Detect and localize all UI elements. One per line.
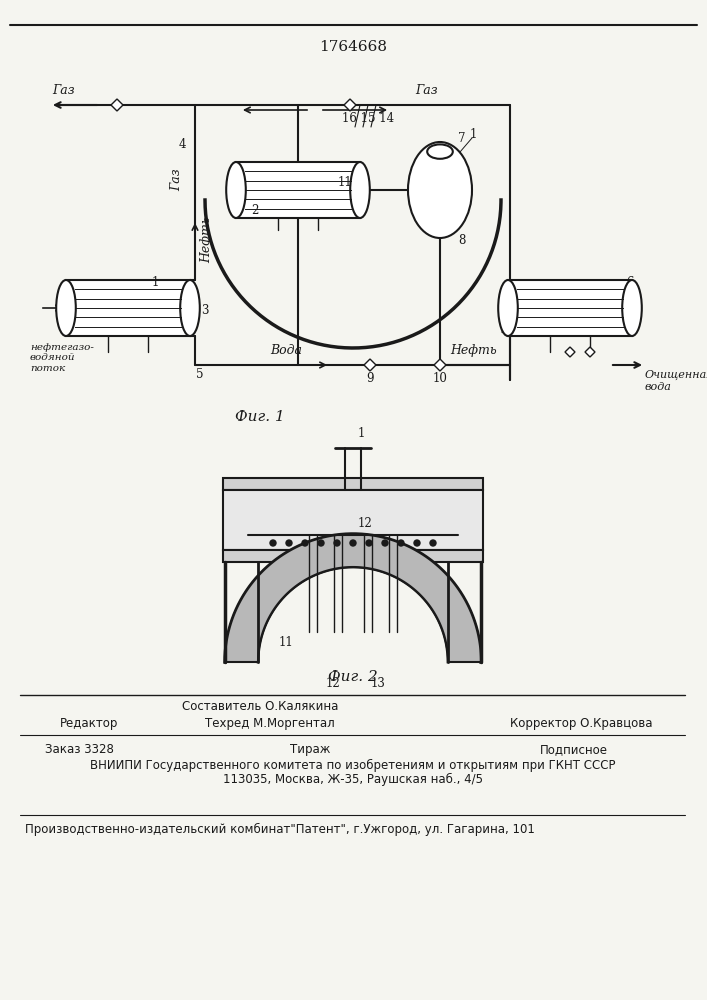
Text: Очищенная
вода: Очищенная вода	[645, 370, 707, 392]
Text: Заказ 3328: Заказ 3328	[45, 743, 114, 756]
Text: 9: 9	[366, 371, 374, 384]
Text: Производственно-издательский комбинат"Патент", г.Ужгород, ул. Гагарина, 101: Производственно-издательский комбинат"Па…	[25, 823, 535, 836]
Text: 113035, Москва, Ж-35, Раушская наб., 4/5: 113035, Москва, Ж-35, Раушская наб., 4/5	[223, 773, 483, 786]
Ellipse shape	[350, 162, 370, 218]
Bar	[223, 490, 483, 550]
Text: Газ: Газ	[52, 84, 75, 97]
Text: 8: 8	[458, 233, 466, 246]
Polygon shape	[585, 347, 595, 357]
Circle shape	[430, 540, 436, 546]
Circle shape	[366, 540, 372, 546]
Text: 16 15 14: 16 15 14	[342, 112, 394, 125]
Polygon shape	[364, 359, 376, 371]
Text: 1764668: 1764668	[319, 40, 387, 54]
Text: Газ: Газ	[170, 169, 183, 191]
Ellipse shape	[622, 280, 642, 336]
Ellipse shape	[226, 162, 246, 218]
Bar	[236, 162, 360, 218]
Circle shape	[270, 540, 276, 546]
Bar	[223, 550, 483, 562]
Text: Газ: Газ	[415, 84, 438, 97]
Text: 6: 6	[626, 275, 633, 288]
Text: Составитель О.Калякина: Составитель О.Калякина	[182, 700, 338, 713]
Text: 11: 11	[338, 176, 352, 188]
Polygon shape	[225, 534, 481, 662]
Bar	[508, 280, 632, 336]
Text: Редактор: Редактор	[60, 717, 118, 730]
Text: Подписное: Подписное	[540, 743, 608, 756]
Text: ВНИИПИ Государственного комитета по изобретениям и открытиям при ГКНТ СССР: ВНИИПИ Государственного комитета по изоб…	[90, 759, 616, 772]
Text: 5: 5	[197, 368, 204, 381]
Ellipse shape	[408, 142, 472, 238]
Text: Нефть: Нефть	[450, 344, 496, 357]
Polygon shape	[344, 99, 356, 111]
Circle shape	[334, 540, 340, 546]
Text: 11: 11	[279, 636, 293, 648]
Ellipse shape	[427, 144, 452, 159]
Text: Нефть: Нефть	[200, 217, 213, 263]
Text: 12: 12	[326, 677, 340, 690]
Text: Вода: Вода	[270, 344, 302, 357]
Text: 3: 3	[201, 304, 209, 316]
Text: 1: 1	[358, 427, 366, 440]
Text: 4: 4	[178, 138, 186, 151]
Text: нефтегазо-
водяной
поток: нефтегазо- водяной поток	[30, 343, 94, 373]
Text: Тираж: Тираж	[290, 743, 330, 756]
Circle shape	[382, 540, 388, 546]
Bar	[223, 478, 483, 490]
Text: 2: 2	[251, 204, 259, 217]
Polygon shape	[434, 359, 446, 371]
Text: 13: 13	[370, 677, 385, 690]
Text: 7: 7	[458, 131, 466, 144]
Text: 1: 1	[470, 128, 477, 141]
Text: Фиг. 1: Фиг. 1	[235, 410, 285, 424]
Text: Техред М.Моргентал: Техред М.Моргентал	[205, 717, 335, 730]
Ellipse shape	[498, 280, 518, 336]
Text: 1: 1	[151, 275, 158, 288]
Circle shape	[318, 540, 324, 546]
Bar	[66, 280, 190, 336]
Text: 10: 10	[433, 371, 448, 384]
Ellipse shape	[56, 280, 76, 336]
Circle shape	[302, 540, 308, 546]
Circle shape	[414, 540, 420, 546]
Text: Фиг. 2: Фиг. 2	[328, 670, 378, 684]
Polygon shape	[565, 347, 575, 357]
Circle shape	[398, 540, 404, 546]
Circle shape	[350, 540, 356, 546]
Text: Корректор О.Кравцова: Корректор О.Кравцова	[510, 717, 653, 730]
Text: 12: 12	[358, 517, 373, 530]
Polygon shape	[111, 99, 123, 111]
Circle shape	[286, 540, 292, 546]
Ellipse shape	[180, 280, 200, 336]
